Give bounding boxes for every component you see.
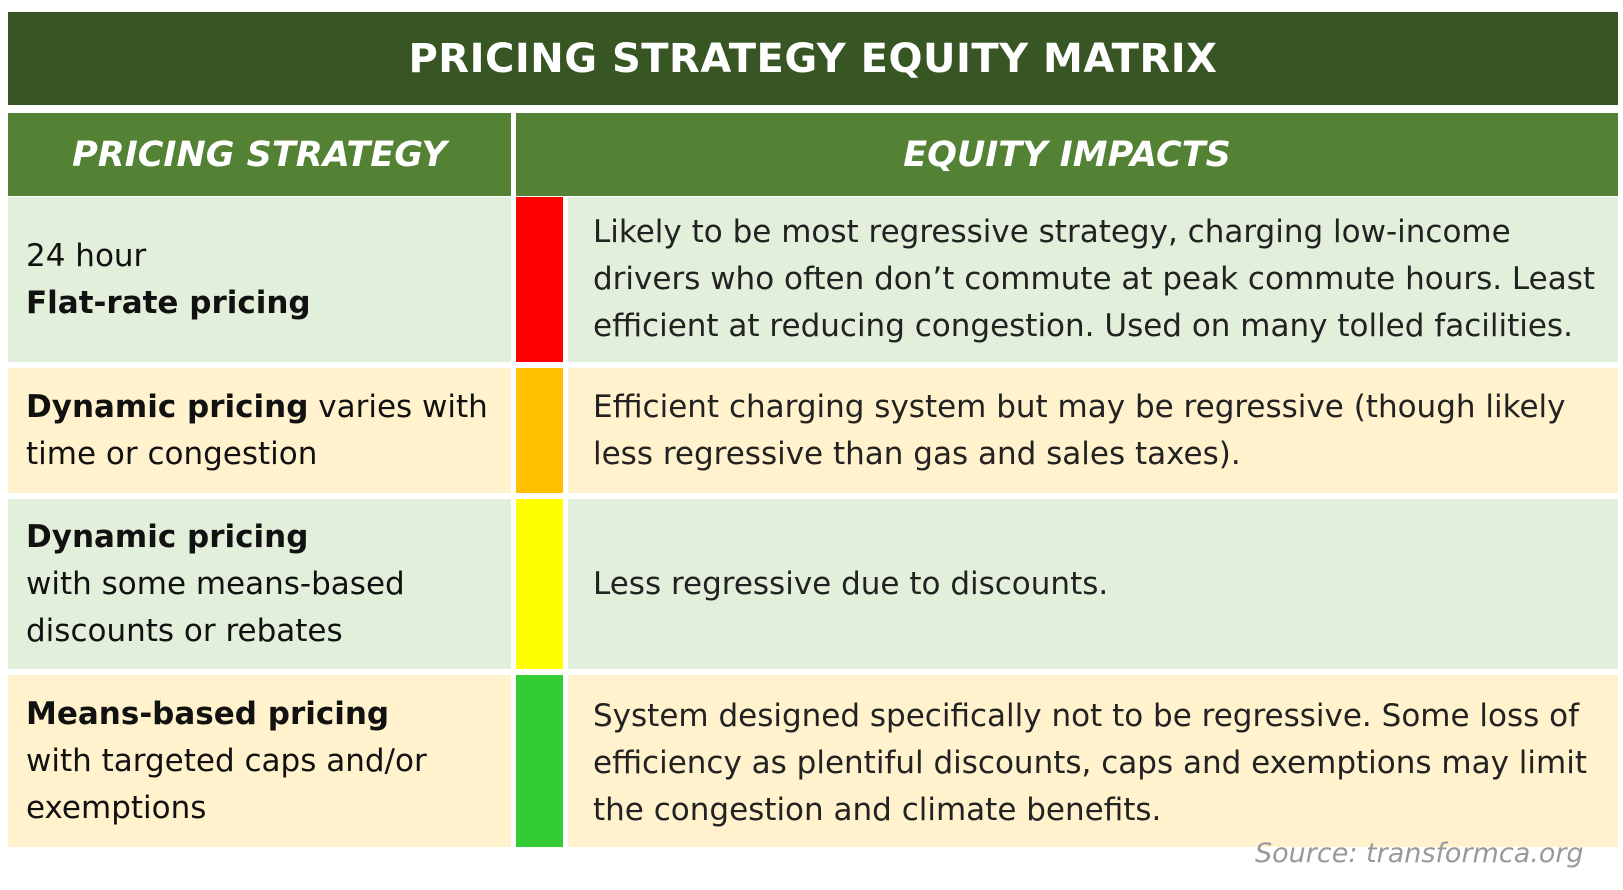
strategy-cell: 24 hour Flat-rate pricing <box>8 197 511 362</box>
impact-cell: System designed specifically not to be r… <box>568 675 1618 847</box>
matrix-row-flat-rate: 24 hour Flat-rate pricing Likely to be m… <box>8 197 1618 362</box>
matrix-row-means-based: Means-based pricing with targeted caps a… <box>8 675 1618 847</box>
strategy-description: with targeted caps and/or exemptions <box>26 742 427 826</box>
strategy-description: varies with time or congestion <box>26 388 488 472</box>
matrix-title: PRICING STRATEGY EQUITY MATRIX <box>8 12 1618 105</box>
strategy-cell: Means-based pricing with targeted caps a… <box>8 675 511 847</box>
source-credit: Source: transformca.org <box>1255 838 1584 869</box>
rating-swatch-green <box>516 675 563 847</box>
rating-swatch-red <box>516 197 563 362</box>
strategy-text: Dynamic pricing varies with time or cong… <box>26 384 501 478</box>
strategy-cell: Dynamic pricing varies with time or cong… <box>8 368 511 493</box>
impact-text: System designed specifically not to be r… <box>593 698 1587 828</box>
impact-text: Efficient charging system but may be reg… <box>593 388 1566 472</box>
strategy-name: Flat-rate pricing <box>26 284 311 321</box>
impact-cell: Less regressive due to discounts. <box>568 499 1618 669</box>
impact-cell: Likely to be most regressive strategy, c… <box>568 197 1618 362</box>
strategy-name: Dynamic pricing <box>26 388 309 425</box>
rating-swatch-orange <box>516 368 563 493</box>
header-equity-impacts: EQUITY IMPACTS <box>516 113 1618 196</box>
impact-text: Likely to be most regressive strategy, c… <box>593 214 1596 344</box>
rating-swatch-yellow <box>516 499 563 669</box>
strategy-description: with some means-based discounts or rebat… <box>26 565 405 649</box>
strategy-name: Means-based pricing <box>26 695 390 732</box>
impact-text: Less regressive due to discounts. <box>593 565 1109 602</box>
impact-cell: Efficient charging system but may be reg… <box>568 368 1618 493</box>
matrix-row-dynamic: Dynamic pricing varies with time or cong… <box>8 368 1618 493</box>
matrix-row-dynamic-discounts: Dynamic pricing with some means-based di… <box>8 499 1618 669</box>
strategy-cell: Dynamic pricing with some means-based di… <box>8 499 511 669</box>
strategy-prefix: 24 hour <box>26 237 147 274</box>
strategy-name: Dynamic pricing <box>26 518 309 555</box>
header-pricing-strategy: PRICING STRATEGY <box>8 113 511 196</box>
